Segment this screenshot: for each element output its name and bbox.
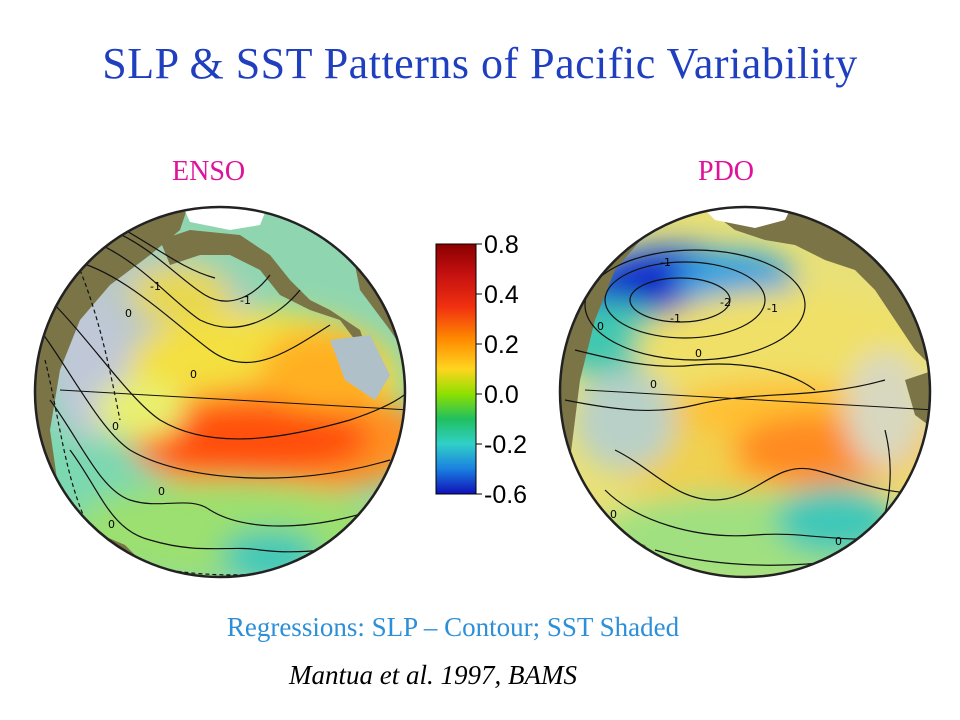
- contour-label-2: -1: [240, 294, 251, 307]
- contour-label-7: 0: [650, 378, 657, 391]
- contour-label-4: -1: [767, 302, 778, 315]
- ice: [695, 207, 795, 228]
- contour-label-8: 0: [610, 508, 617, 521]
- colorbar: 0.8 0.4 0.2 0.0 -0.2 -0.6: [435, 231, 527, 503]
- contour-label-3: -1: [670, 312, 681, 325]
- contour-label-1: -1: [660, 256, 671, 269]
- land-asia: [35, 207, 190, 577]
- colorbar-tick-label: 0.8: [484, 231, 519, 259]
- sst-shading: [35, 250, 405, 577]
- slp-contours: [564, 249, 930, 566]
- contour-label-5: 0: [112, 420, 119, 433]
- contour-label-3: 0: [125, 307, 132, 320]
- contour-label-7: 0: [108, 518, 115, 531]
- contour-label-4: 0: [190, 368, 197, 381]
- contour-label-6: 0: [695, 347, 702, 360]
- colorbar-gradient: [435, 243, 477, 495]
- globe-outline: [558, 205, 932, 579]
- colorbar-tick-label: 0.0: [484, 381, 519, 409]
- contour-label-5: 0: [597, 320, 604, 333]
- enso-panel-label: ENSO: [172, 156, 246, 187]
- page-title: SLP & SST Patterns of Pacific Variabilit…: [102, 39, 858, 88]
- colorbar-ticks: 0.8 0.4 0.2 0.0 -0.2 -0.6: [476, 231, 527, 503]
- contour-label-6: 0: [158, 485, 165, 498]
- colorbar-tick-label: 0.2: [484, 331, 519, 359]
- globe-outline: [33, 205, 407, 579]
- enso-globe-map: -1 -1 0 0 0 0 0: [33, 205, 407, 579]
- colorbar-tick-label: -0.6: [484, 481, 527, 503]
- land-alaska: [160, 230, 370, 360]
- contour-label-2: -2: [720, 296, 731, 309]
- contour-label-1: -1: [150, 280, 161, 293]
- pdo-panel-label: PDO: [698, 156, 755, 187]
- pdo-globe-map: -1 -2 -1 -1 0 0 0 0 0: [558, 205, 932, 579]
- contour-label-9: 0: [835, 535, 842, 548]
- citation: Mantua et al. 1997, BAMS: [289, 660, 577, 690]
- colorbar-tick-label: -0.2: [484, 431, 527, 459]
- caption: Regressions: SLP – Contour; SST Shaded: [226, 612, 680, 642]
- colorbar-tick-label: 0.4: [484, 281, 519, 309]
